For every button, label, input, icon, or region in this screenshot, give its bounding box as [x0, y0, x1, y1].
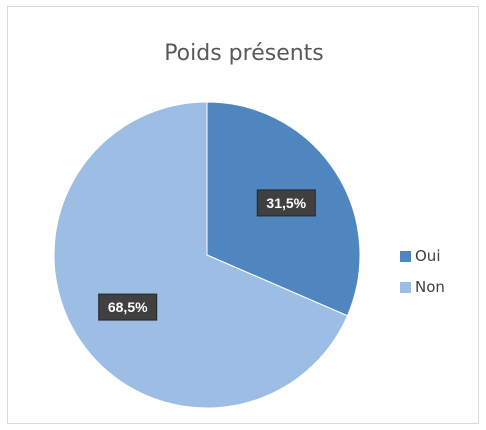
data-label-box-non: [98, 293, 158, 321]
data-label-text-oui: 31,5%: [266, 195, 306, 211]
legend: Oui Non: [400, 243, 445, 305]
chart-area: Poids présents 31,5% 68,5% Oui Non: [7, 6, 479, 424]
data-label-box-oui: [256, 189, 316, 217]
data-label-text-non: 68,5%: [108, 299, 148, 315]
legend-swatch-oui: [400, 250, 411, 262]
data-label-oui: 31,5%: [256, 189, 316, 217]
legend-item-non: Non: [400, 274, 445, 300]
legend-swatch-non: [400, 281, 411, 293]
pie-chart: 31,5% 68,5%: [53, 101, 361, 409]
data-label-non: 68,5%: [98, 293, 158, 321]
legend-label-non: Non: [415, 278, 445, 296]
legend-item-oui: Oui: [400, 243, 445, 269]
legend-label-oui: Oui: [415, 247, 441, 265]
pie-slice-non: [53, 101, 349, 409]
chart-title: Poids présents: [164, 41, 324, 66]
